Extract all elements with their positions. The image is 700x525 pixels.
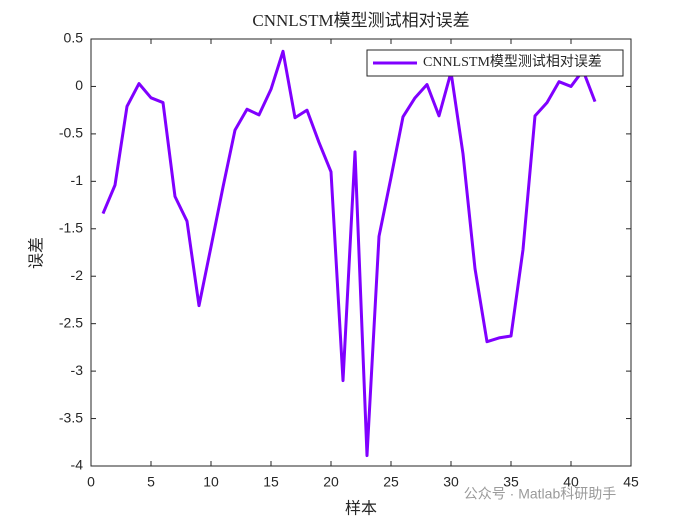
data-line — [101, 49, 597, 458]
y-axis-label: 误差 — [28, 237, 46, 269]
x-tick-label: 0 — [87, 474, 95, 490]
x-tick-label: 40 — [563, 474, 579, 490]
y-tick-label: -2.5 — [59, 314, 83, 330]
watermark: 公众号 · Matlab科研助手 — [464, 486, 616, 502]
y-tick-label: -2 — [71, 267, 84, 283]
plot-area — [90, 38, 632, 467]
y-tick-label: -0.5 — [59, 125, 83, 141]
x-axis-label: 样本 — [345, 500, 377, 518]
x-tick-label: 30 — [443, 474, 459, 490]
x-tick-label: 20 — [323, 474, 339, 490]
y-tick-label: -1 — [71, 172, 84, 188]
y-tick-label: -4 — [71, 457, 84, 473]
x-tick-label: 35 — [503, 474, 519, 490]
y-tick-label: -3.5 — [59, 409, 83, 425]
x-tick-label: 5 — [147, 474, 155, 490]
x-tick-label: 25 — [383, 474, 399, 490]
x-tick-label: 15 — [263, 474, 279, 490]
y-tick-label: -1.5 — [59, 219, 83, 235]
chart-title: CNNLSTM模型测试相对误差 — [252, 11, 469, 30]
y-tick-label: 0 — [75, 77, 83, 93]
legend-box — [366, 49, 624, 77]
y-tick-label: 0.5 — [64, 30, 84, 46]
legend-label: CNNLSTM模型测试相对误差 — [423, 54, 602, 70]
y-tick-label: -3 — [71, 362, 84, 378]
x-tick-label: 45 — [623, 474, 639, 490]
x-tick-label: 10 — [203, 474, 219, 490]
